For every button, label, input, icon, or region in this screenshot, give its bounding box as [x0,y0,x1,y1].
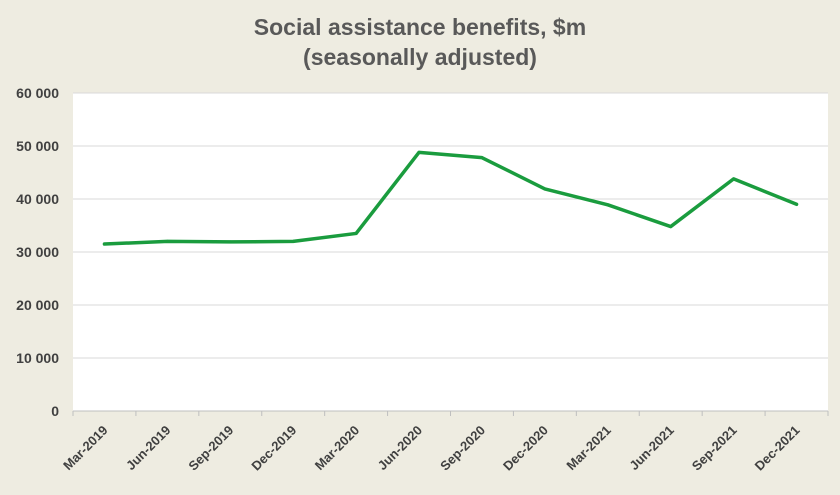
data-point [606,203,610,207]
x-tick-label: Jun-2019 [123,423,173,473]
series-line [102,150,799,246]
x-tick-label: Mar-2019 [60,423,110,473]
x-tick-label: Dec-2020 [500,423,551,474]
chart-subtitle: (seasonally adjusted) [303,44,537,70]
y-tick-label: 10 000 [16,350,59,366]
y-tick-label: 50 000 [16,138,59,154]
data-point [480,156,484,160]
chart-title: Social assistance benefits, $m [253,14,587,40]
data-point [732,177,736,181]
data-point [543,187,547,191]
x-tick-label: Jun-2021 [626,423,676,473]
y-tick-label: 40 000 [16,191,59,207]
data-point [417,150,421,154]
y-tick-label: 30 000 [16,244,59,260]
x-tick-label: Dec-2021 [752,423,803,474]
y-tick-label: 0 [51,403,59,419]
data-point [291,239,295,243]
data-point [102,242,106,246]
x-tick-label: Jun-2020 [375,423,425,473]
data-point [165,239,169,243]
x-tick-label: Mar-2021 [563,423,613,473]
x-tick-label: Sep-2019 [185,423,236,474]
x-tick-label: Sep-2021 [689,423,740,474]
data-point [354,231,358,235]
y-tick-label: 20 000 [16,297,59,313]
x-tick-label: Dec-2019 [248,423,299,474]
data-point [795,202,799,206]
y-tick-label: 60 000 [16,85,59,101]
x-tick-label: Sep-2020 [437,423,488,474]
data-point [228,240,232,244]
data-point [669,225,673,229]
x-tick-label: Mar-2020 [312,423,362,473]
